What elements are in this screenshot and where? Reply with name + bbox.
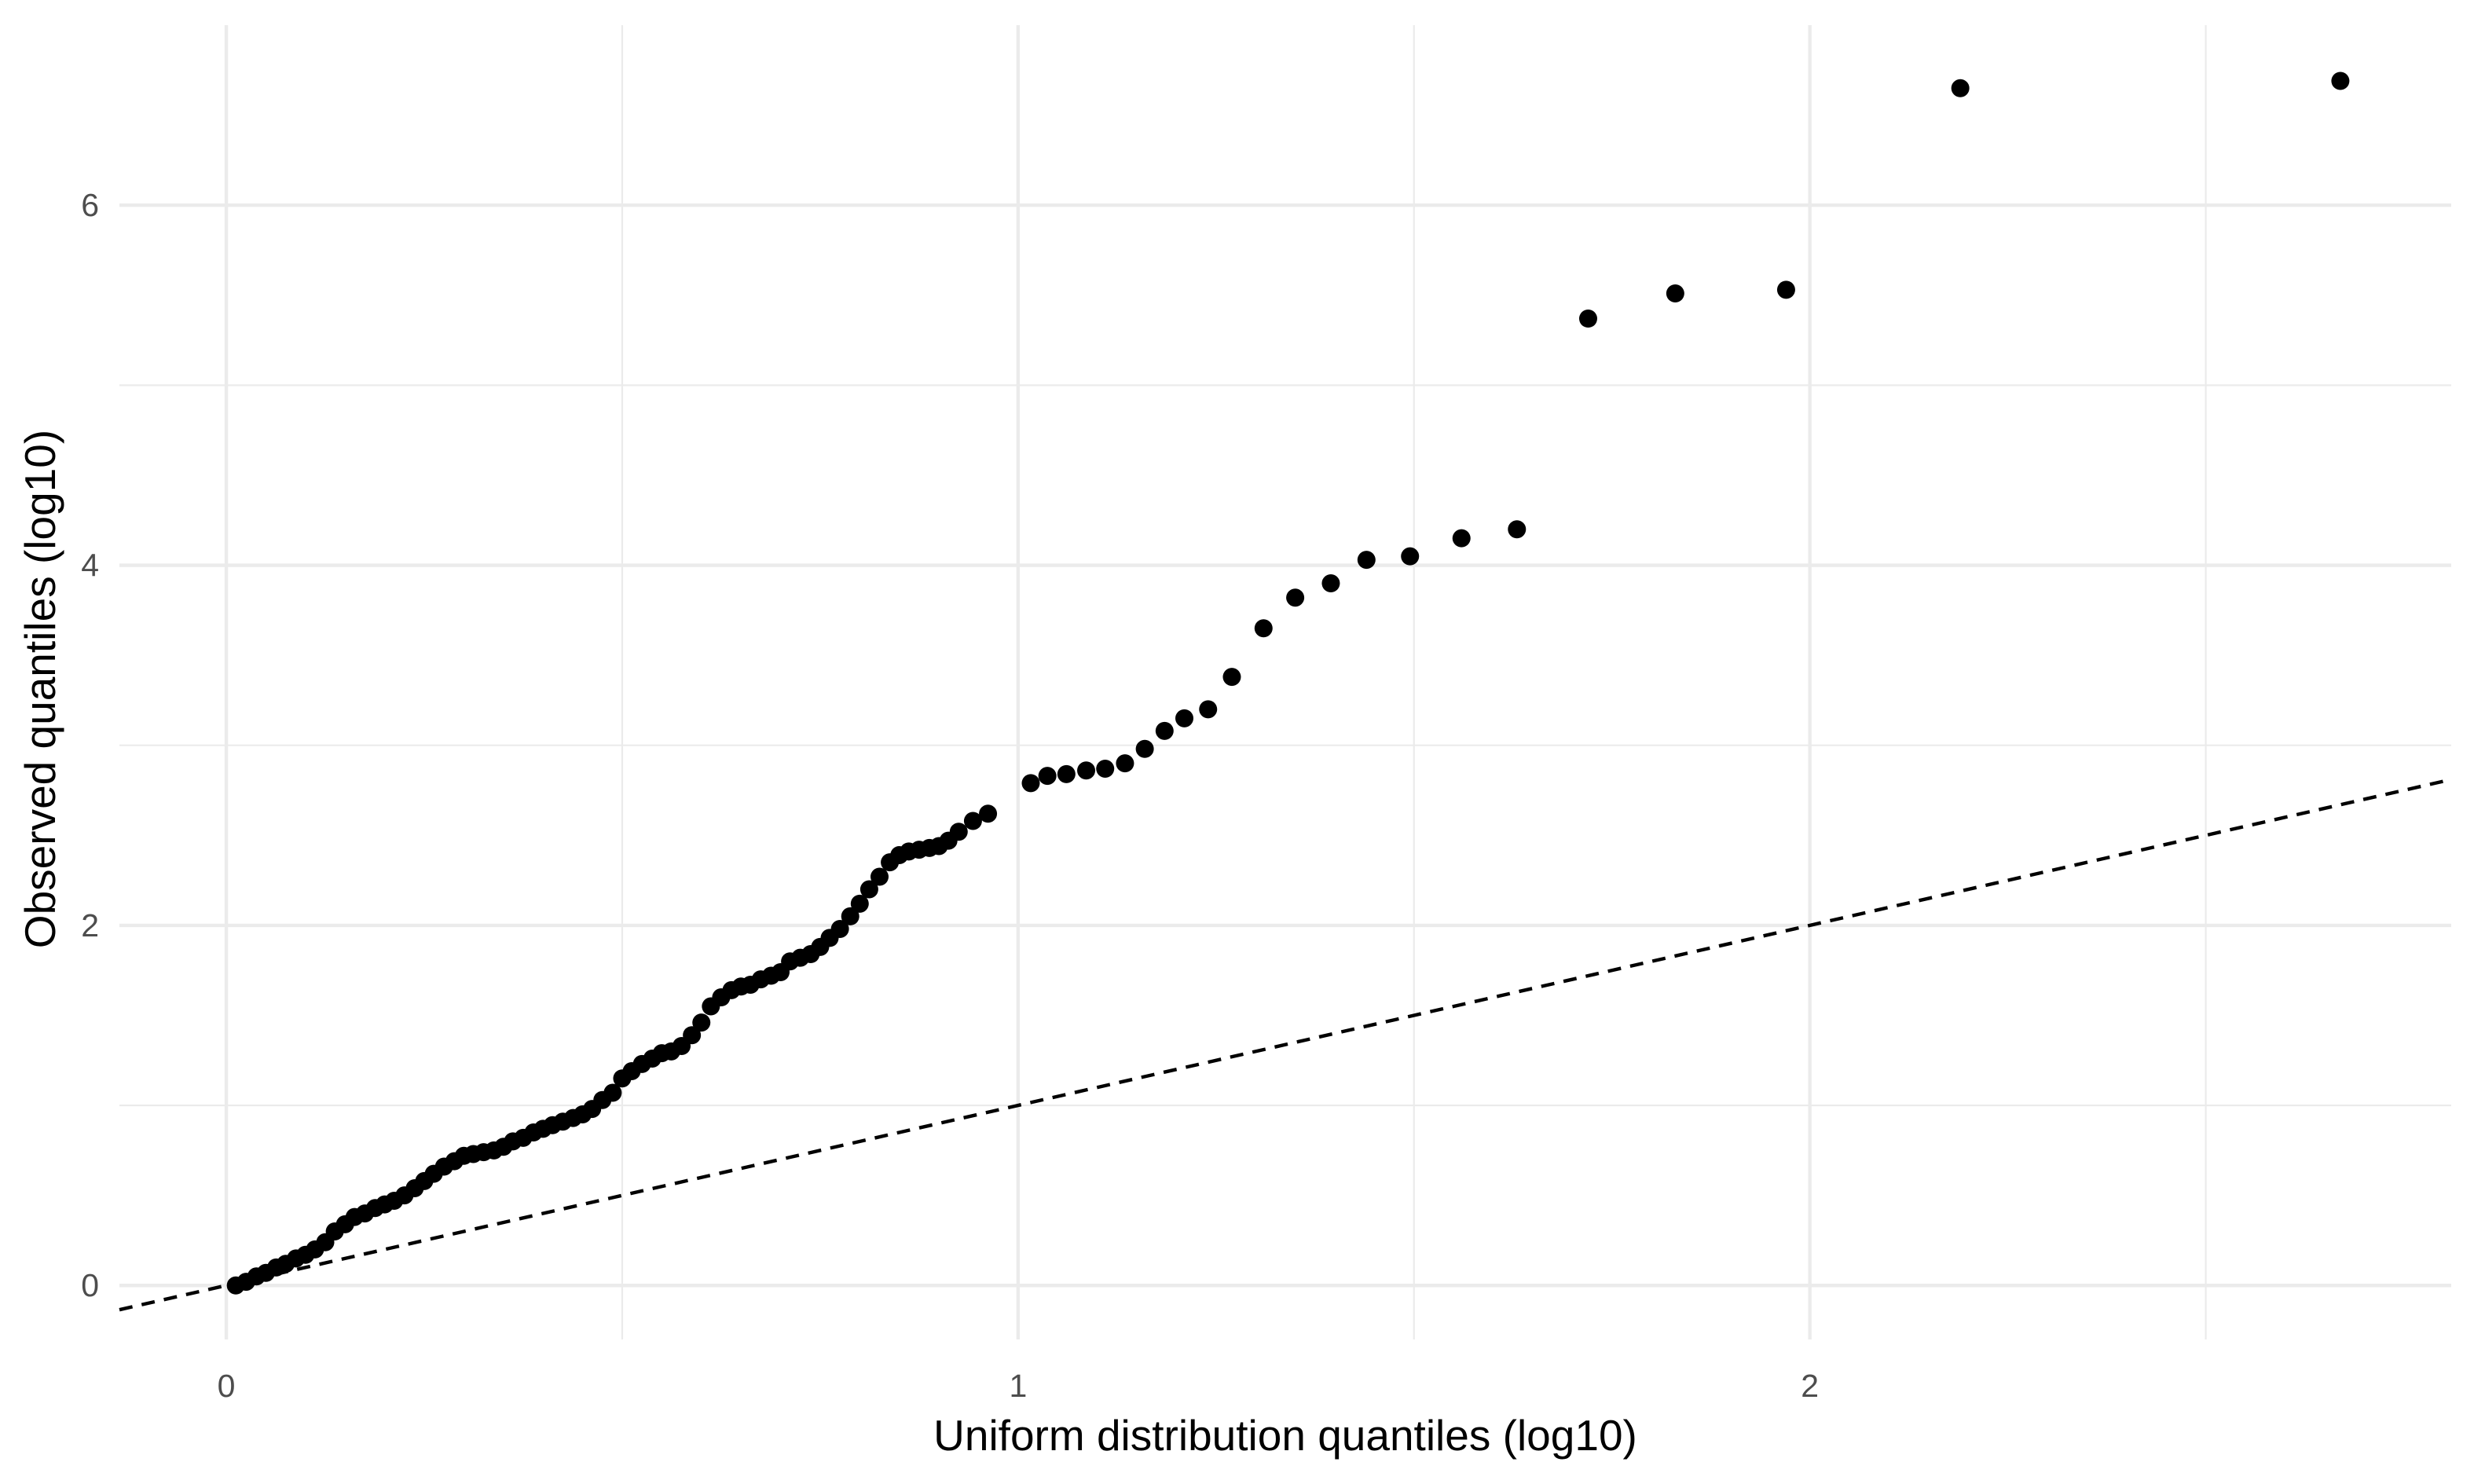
y-tick-label: 6	[81, 187, 99, 223]
data-point	[1401, 547, 1420, 566]
data-point	[1077, 761, 1096, 780]
data-point	[830, 919, 849, 938]
data-points	[226, 71, 2350, 1295]
data-point	[2331, 71, 2350, 90]
y-axis-title: Observed quantiles (log10)	[16, 430, 64, 948]
data-point	[1508, 520, 1527, 539]
x-axis-tick-labels: 0 1 2	[218, 1368, 1819, 1404]
data-point	[1254, 619, 1273, 638]
data-point	[963, 812, 982, 830]
data-point	[1286, 588, 1305, 607]
data-point	[1021, 774, 1040, 793]
reference-line-layer	[119, 778, 2452, 1312]
x-axis-title: Uniform distribution quantiles (log10)	[933, 1411, 1637, 1460]
data-point	[1321, 573, 1340, 592]
y-axis-tick-labels: 0 2 4 6	[81, 187, 99, 1303]
data-point	[1038, 767, 1057, 786]
data-point	[1199, 700, 1218, 719]
reference-line	[119, 778, 2452, 1312]
data-point	[1222, 668, 1241, 687]
data-point	[1096, 760, 1115, 779]
data-point	[1776, 280, 1795, 299]
data-point	[1135, 739, 1154, 758]
data-point	[1666, 284, 1684, 302]
data-point	[1116, 754, 1134, 773]
x-tick-label: 2	[1801, 1368, 1819, 1404]
y-tick-label: 2	[81, 907, 99, 944]
data-point	[1155, 721, 1174, 740]
major-gridlines	[119, 25, 2451, 1339]
x-tick-label: 1	[1009, 1368, 1027, 1404]
data-point	[979, 804, 998, 823]
data-point	[692, 1013, 711, 1032]
x-tick-label: 0	[218, 1368, 236, 1404]
data-point	[870, 867, 889, 886]
data-point	[859, 880, 878, 899]
y-tick-label: 4	[81, 548, 99, 584]
data-point	[1951, 79, 1970, 97]
data-point	[1357, 551, 1376, 570]
data-point	[1452, 529, 1471, 548]
data-point	[1578, 310, 1597, 328]
data-point	[603, 1083, 622, 1102]
data-point	[850, 894, 869, 913]
y-tick-label: 0	[81, 1267, 99, 1303]
data-point	[949, 823, 968, 841]
data-point	[683, 1026, 702, 1045]
data-point	[1057, 764, 1076, 783]
data-point	[1175, 709, 1194, 727]
minor-gridlines	[119, 25, 2451, 1339]
data-point	[841, 907, 859, 925]
